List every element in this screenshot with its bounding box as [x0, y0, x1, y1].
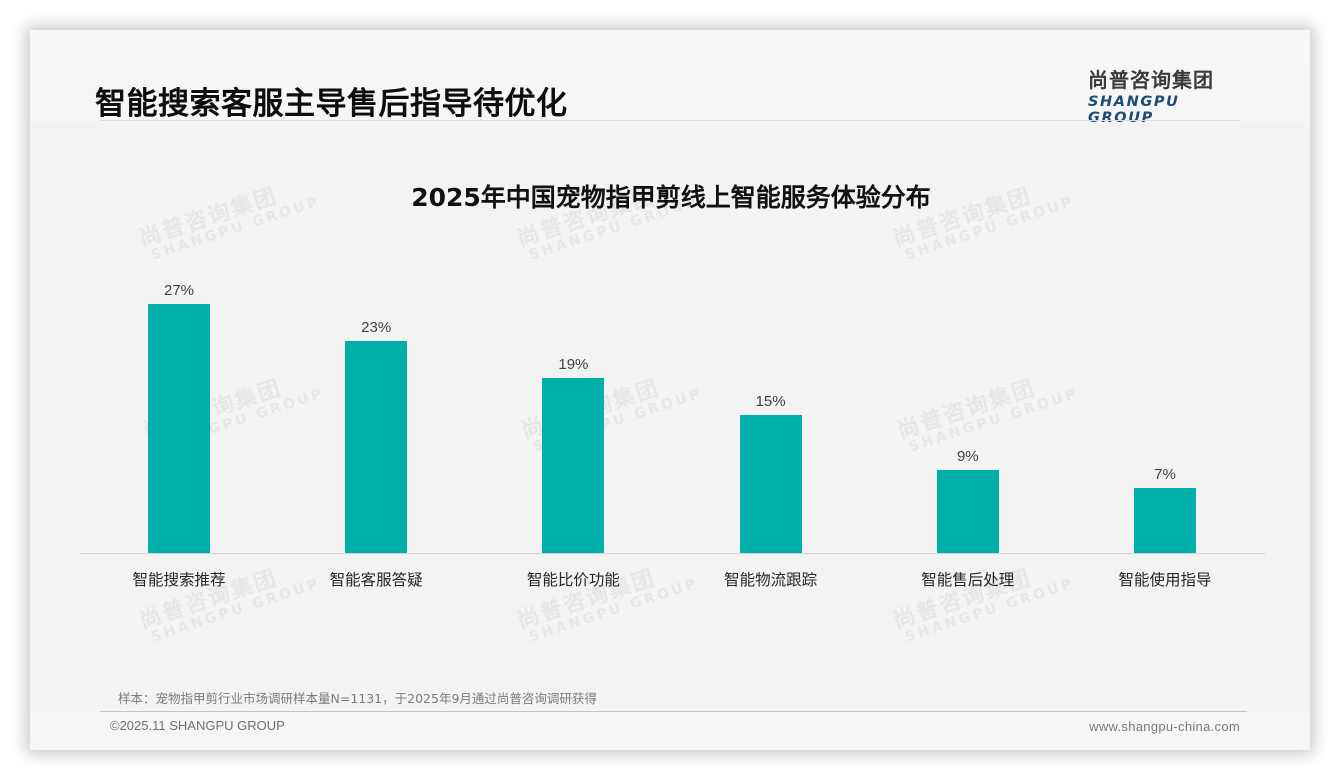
- bar: [148, 304, 210, 553]
- chart-title: 2025年中国宠物指甲剪线上智能服务体验分布: [411, 183, 931, 212]
- bar: [345, 341, 408, 553]
- bar: [739, 415, 802, 553]
- category-label: 智能使用指导: [1118, 571, 1212, 589]
- page-title: 智能搜索客服主导售后指导待优化: [95, 86, 568, 122]
- bar-value-label: 15%: [755, 393, 786, 410]
- bar-chart-plot: [80, 270, 1265, 554]
- slide: 尚普咨询集团 SHANGPU GROUP 尚普咨询集团 SHANGPU GROUP …: [30, 30, 1310, 750]
- header-band: [30, 30, 1310, 122]
- category-label: 智能比价功能: [526, 571, 620, 589]
- logo-cn-text: 尚普咨询集团: [1088, 68, 1214, 92]
- bar: [936, 470, 999, 553]
- copyright-text: ©2025.11 SHANGPU GROUP: [110, 718, 285, 733]
- logo-en-text: SHANGPU GROUP: [1088, 94, 1180, 126]
- bar-value-label: 23%: [361, 319, 392, 336]
- bar-value-label: 9%: [956, 448, 979, 465]
- category-label: 智能搜索推荐: [132, 571, 226, 589]
- bar-value-label: 7%: [1154, 466, 1176, 483]
- header-divider: [100, 120, 1240, 121]
- company-logo: 尚普咨询集团 SHANGPU GROUP: [1088, 64, 1238, 126]
- bar: [542, 378, 605, 553]
- x-axis-line: [80, 553, 1265, 554]
- bar-value-label: 19%: [558, 356, 589, 373]
- category-label: 智能物流跟踪: [724, 571, 818, 589]
- category-label: 智能客服答疑: [329, 571, 423, 589]
- sample-note: 样本：宠物指甲剪行业市场调研样本量N=1131，于2025年9月通过尚普咨询调研…: [118, 691, 597, 706]
- website-link[interactable]: www.shangpu-china.com: [1089, 719, 1240, 734]
- footer-divider: [100, 711, 1247, 712]
- bar-value-label: 27%: [163, 282, 195, 299]
- category-label: 智能售后处理: [921, 571, 1015, 589]
- bar: [1134, 488, 1196, 553]
- footer-band: [30, 712, 1310, 750]
